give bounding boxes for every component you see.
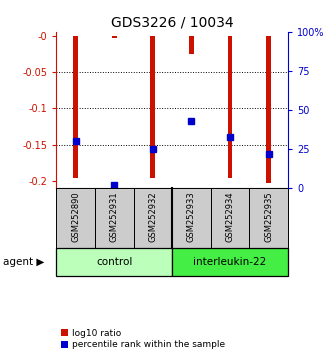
Text: GSM252931: GSM252931 bbox=[110, 192, 119, 242]
Text: agent ▶: agent ▶ bbox=[3, 257, 45, 267]
Bar bbox=[112, 35, 117, 39]
Text: GSM252890: GSM252890 bbox=[71, 192, 80, 242]
Text: GSM252932: GSM252932 bbox=[148, 192, 157, 242]
Bar bbox=[151, 35, 155, 178]
Bar bbox=[172, 188, 211, 248]
Bar bbox=[172, 248, 288, 276]
Legend: log10 ratio, percentile rank within the sample: log10 ratio, percentile rank within the … bbox=[61, 329, 225, 349]
Bar bbox=[95, 188, 133, 248]
Bar bbox=[228, 35, 232, 178]
Bar bbox=[73, 35, 78, 178]
Text: interleukin-22: interleukin-22 bbox=[193, 257, 267, 267]
Text: control: control bbox=[96, 257, 132, 267]
Text: GSM252933: GSM252933 bbox=[187, 192, 196, 242]
Bar bbox=[211, 188, 249, 248]
Text: GSM252935: GSM252935 bbox=[264, 192, 273, 242]
Bar bbox=[249, 188, 288, 248]
Title: GDS3226 / 10034: GDS3226 / 10034 bbox=[111, 15, 233, 29]
Bar bbox=[266, 35, 271, 183]
Text: GSM252934: GSM252934 bbox=[225, 192, 235, 242]
Bar bbox=[56, 188, 95, 248]
Bar bbox=[189, 35, 194, 54]
Bar bbox=[56, 248, 172, 276]
Bar bbox=[133, 188, 172, 248]
